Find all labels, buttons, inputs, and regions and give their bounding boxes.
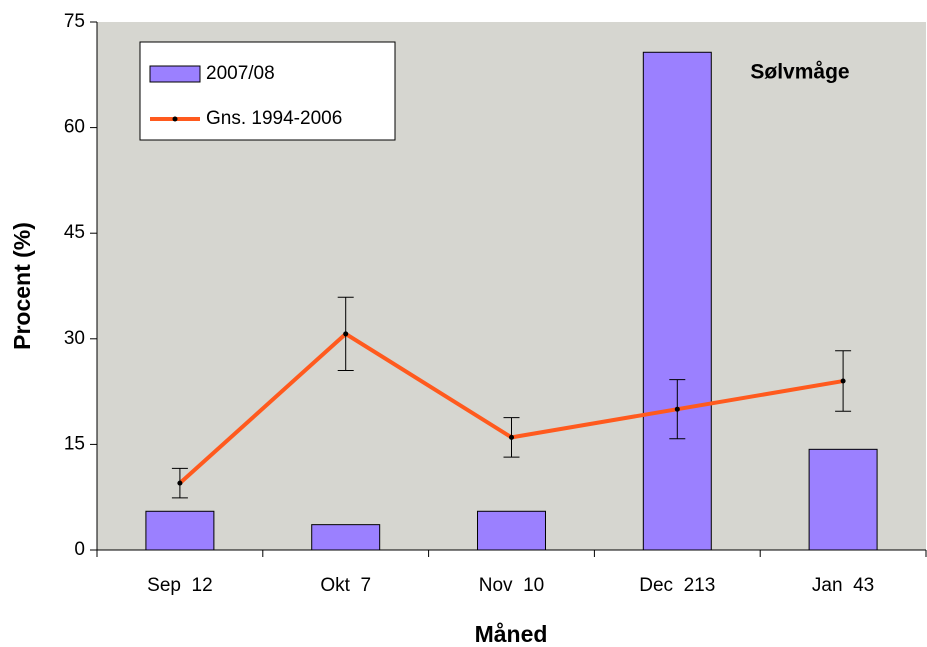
legend-label: 2007/08 [206, 63, 275, 84]
x-tick-label: Okt 7 [320, 575, 371, 596]
x-axis-label: Måned [475, 621, 548, 647]
line-point [177, 480, 183, 486]
legend-swatch [149, 65, 201, 83]
y-tick-label: 0 [74, 539, 85, 560]
chart-title: Sølvmåge [750, 61, 849, 84]
bar [477, 510, 546, 551]
y-tick-label: 60 [64, 117, 85, 138]
y-tick-label: 45 [64, 222, 85, 243]
line-point [674, 406, 680, 412]
y-tick-label: 30 [64, 328, 85, 349]
x-tick-label: Jan 43 [812, 575, 874, 596]
line-point [509, 434, 514, 440]
legend-box [139, 41, 396, 141]
line-point [343, 331, 349, 337]
bar [145, 510, 215, 551]
y-tick-label: 75 [64, 11, 85, 32]
line-point [840, 378, 846, 384]
legend-swatch-point [172, 116, 178, 122]
bar [808, 448, 878, 551]
legend-label: Gns. 1994-2006 [206, 108, 342, 129]
y-axis-label: Procent (%) [9, 222, 35, 350]
y-tick-label: 15 [64, 433, 85, 454]
bar [311, 524, 381, 551]
x-tick-label: Dec 213 [639, 575, 715, 596]
x-tick-label: Nov 10 [479, 575, 544, 596]
bar [642, 51, 712, 551]
x-tick-label: Sep 12 [147, 575, 213, 596]
